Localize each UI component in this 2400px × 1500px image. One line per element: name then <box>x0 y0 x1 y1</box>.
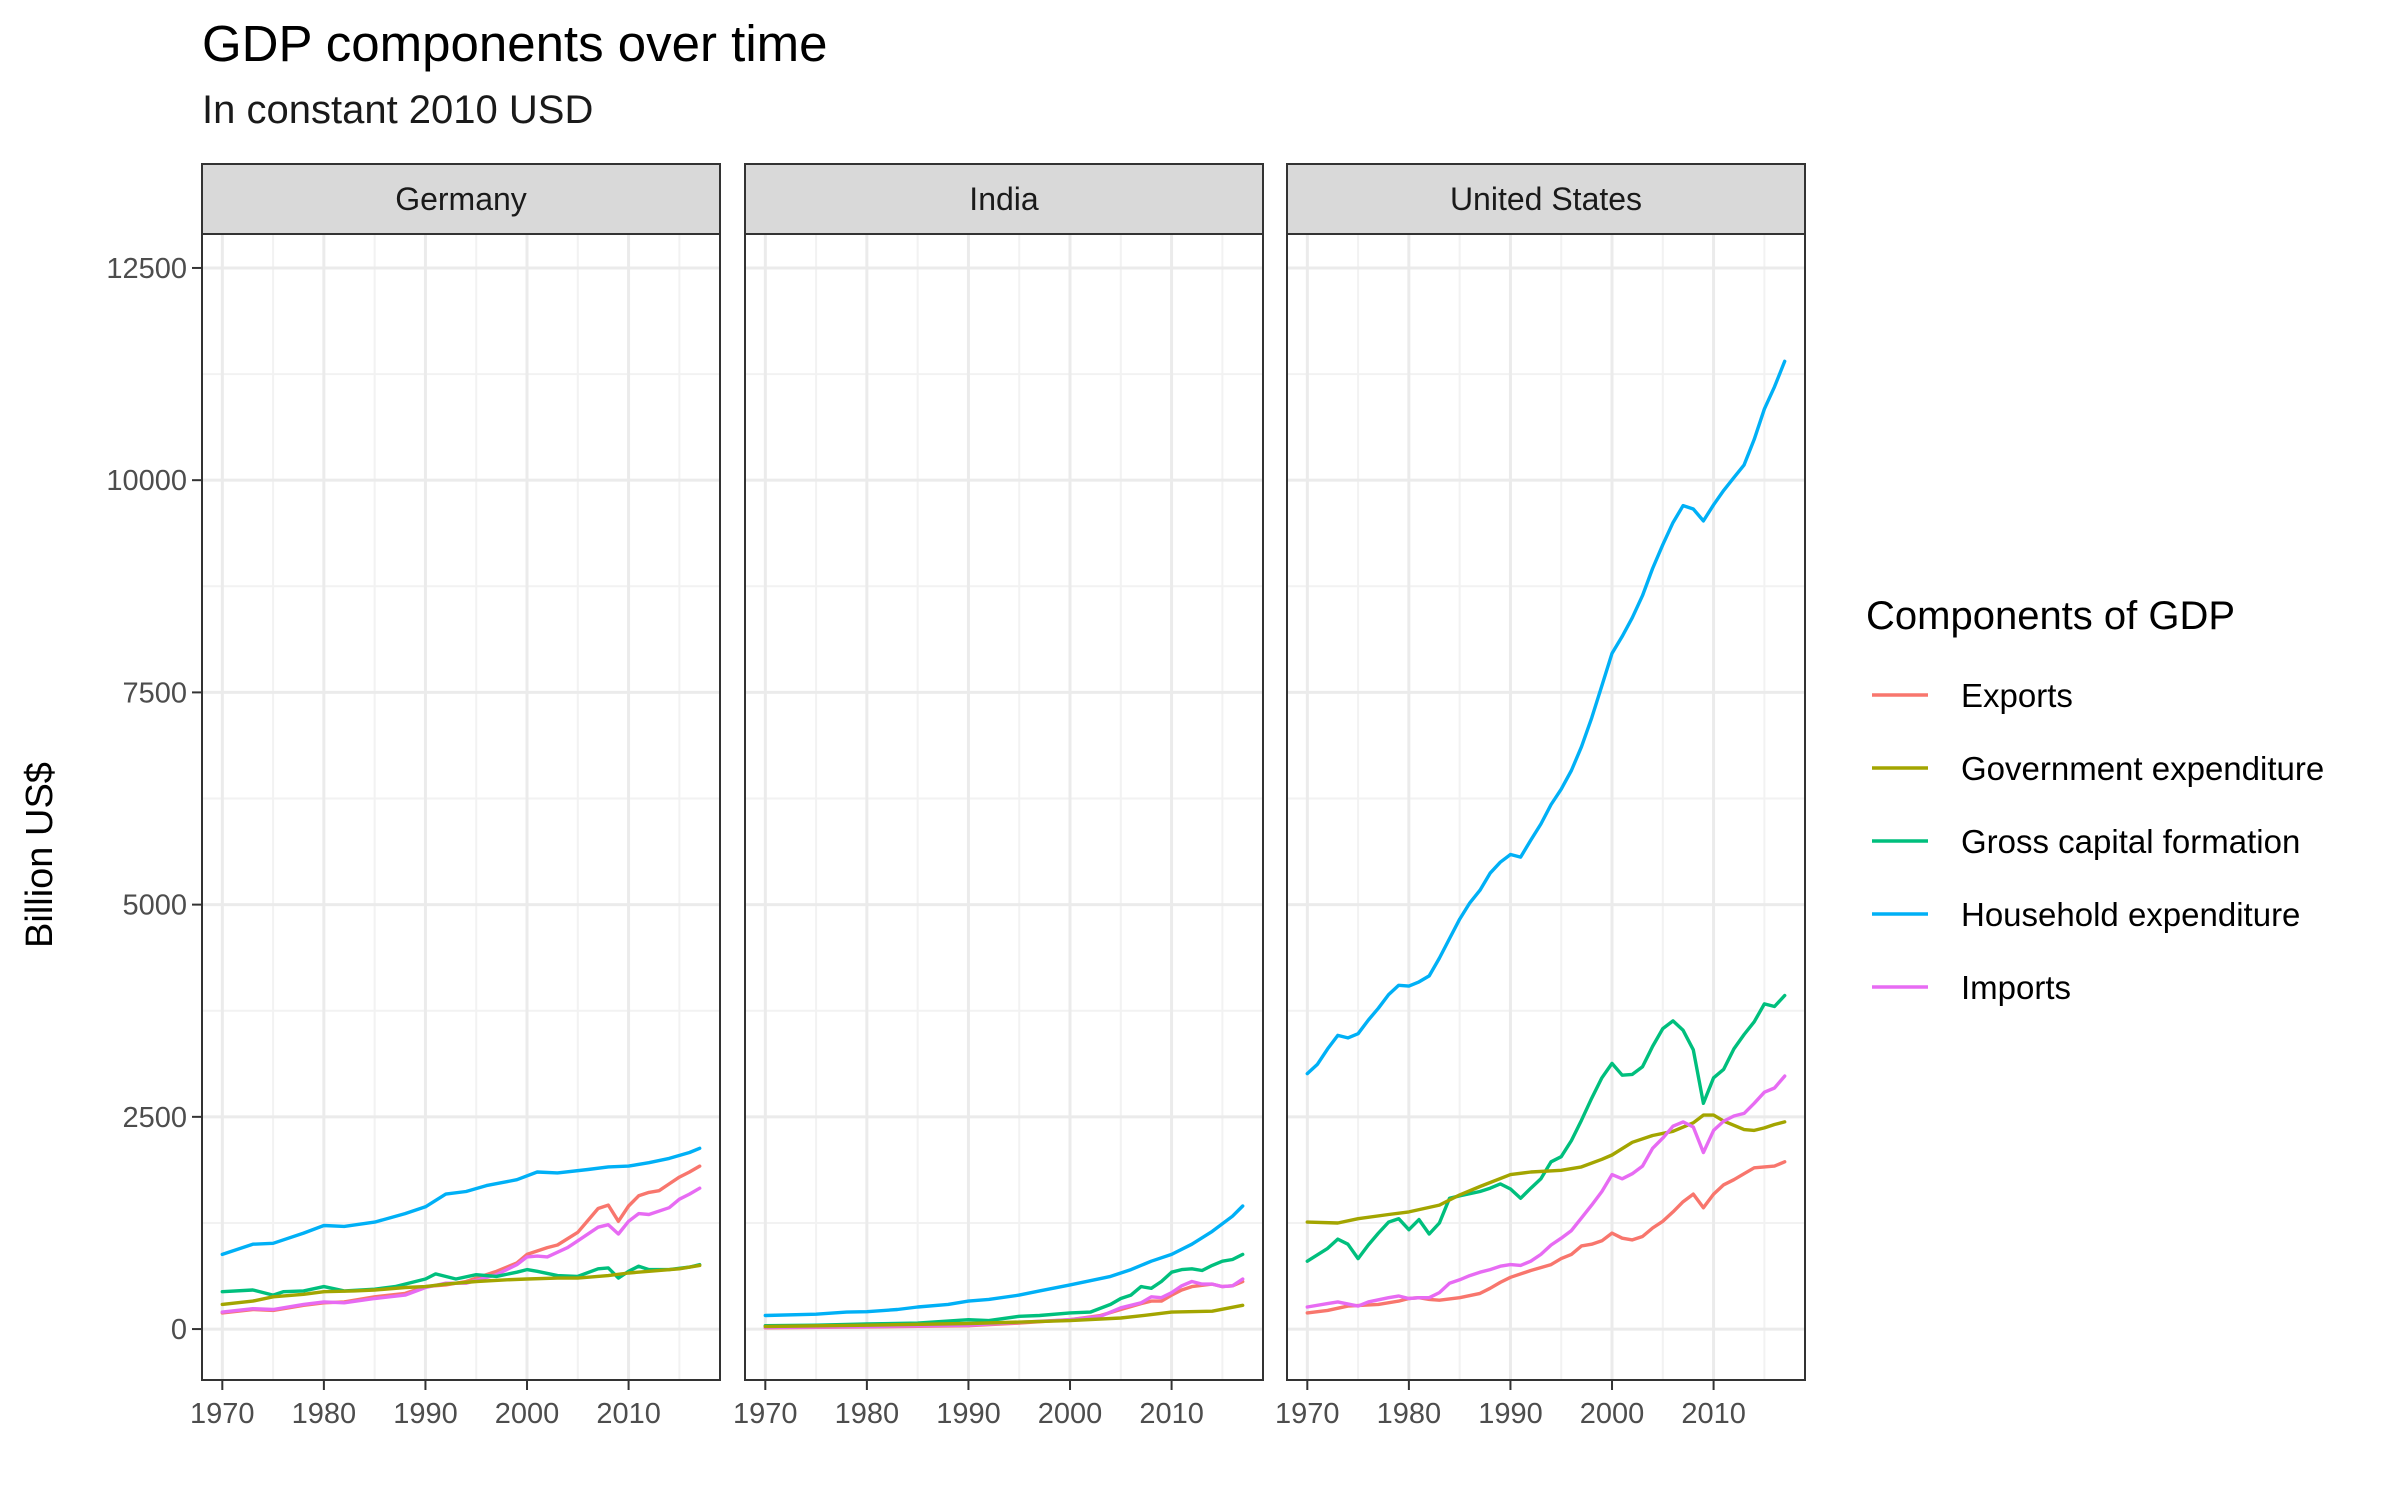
facet-strip-label: India <box>969 181 1039 217</box>
facet-strip <box>744 163 1264 235</box>
panel-germany: Germany 1970 1980 1990 2000 2010 <box>190 163 721 1430</box>
series-line-government-expenditure <box>763 1303 1245 1329</box>
legend-title: Components of GDP <box>1866 594 2235 638</box>
y-axis-title: Billion US$ <box>19 762 61 948</box>
legend-item-imports: Imports <box>1872 969 2071 1006</box>
chart-subtitle: In constant 2010 USD <box>202 88 594 132</box>
legend-label: Exports <box>1961 677 2073 714</box>
x-tick-label: 1990 <box>936 1398 1001 1430</box>
facet-strip-label: Germany <box>395 181 527 217</box>
x-tick-label: 1970 <box>190 1398 255 1430</box>
facet-strip <box>201 163 721 235</box>
panel-india: India 1970 1980 1990 2000 2010 <box>733 163 1264 1430</box>
panels-layer: Germany 1970 1980 1990 2000 2010 India 1970 1980… <box>190 163 1806 1430</box>
y-tick-label: 7500 <box>122 677 187 709</box>
legend-label: Imports <box>1961 969 2071 1006</box>
x-tick-label: 1980 <box>835 1398 900 1430</box>
series-line-household-expenditure <box>1305 359 1787 1076</box>
series-line-government-expenditure <box>1305 1113 1787 1225</box>
y-tick-label: 2500 <box>122 1102 187 1134</box>
x-tick-label: 2010 <box>596 1398 661 1430</box>
series-line-imports <box>220 1186 702 1314</box>
panel-united-states: United States 1970 1980 1990 2000 2010 <box>1275 163 1806 1430</box>
facet-strip <box>1286 163 1806 235</box>
series-line-gross-capital-formation <box>763 1252 1245 1328</box>
legend-item-gross-capital-formation: Gross capital formation <box>1872 823 2300 860</box>
y-tick-label: 0 <box>171 1314 187 1346</box>
series-line-imports <box>1305 1074 1787 1309</box>
legend-item-exports: Exports <box>1872 677 2073 714</box>
legend-item-government-expenditure: Government expenditure <box>1872 750 2324 787</box>
series-line-household-expenditure <box>763 1204 1245 1318</box>
y-tick-label: 10000 <box>106 465 187 497</box>
series-line-government-expenditure <box>220 1263 702 1307</box>
x-tick-label: 2000 <box>495 1398 560 1430</box>
panel-background <box>745 234 1263 1380</box>
panel-background <box>1287 234 1805 1380</box>
panel-background <box>202 234 720 1380</box>
legend-label: Gross capital formation <box>1961 823 2300 860</box>
y-tick-label: 5000 <box>122 890 187 922</box>
series-line-household-expenditure <box>220 1146 702 1257</box>
x-tick-label: 2000 <box>1038 1398 1103 1430</box>
x-tick-label: 2010 <box>1139 1398 1204 1430</box>
legend-label: Household expenditure <box>1961 896 2300 933</box>
facet-strip-label: United States <box>1450 181 1642 217</box>
x-tick-label: 1970 <box>733 1398 798 1430</box>
x-tick-label: 2000 <box>1580 1398 1645 1430</box>
x-tick-label: 2010 <box>1681 1398 1746 1430</box>
series-line-gross-capital-formation <box>1305 993 1787 1263</box>
legend-item-household-expenditure: Household expenditure <box>1872 896 2300 933</box>
x-tick-label: 1990 <box>1478 1398 1543 1430</box>
x-tick-label: 1970 <box>1275 1398 1340 1430</box>
legend-label: Government expenditure <box>1961 750 2324 787</box>
y-axis: 0 2500 5000 7500 10000 12500 <box>106 253 202 1346</box>
x-tick-label: 1980 <box>292 1398 357 1430</box>
x-tick-label: 1980 <box>1377 1398 1442 1430</box>
y-tick-label: 12500 <box>106 253 187 285</box>
x-tick-label: 1990 <box>393 1398 458 1430</box>
chart-title: GDP components over time <box>202 15 828 72</box>
series-line-gross-capital-formation <box>220 1262 702 1297</box>
legend: Components of GDP Exports Government expen… <box>1866 594 2324 1006</box>
